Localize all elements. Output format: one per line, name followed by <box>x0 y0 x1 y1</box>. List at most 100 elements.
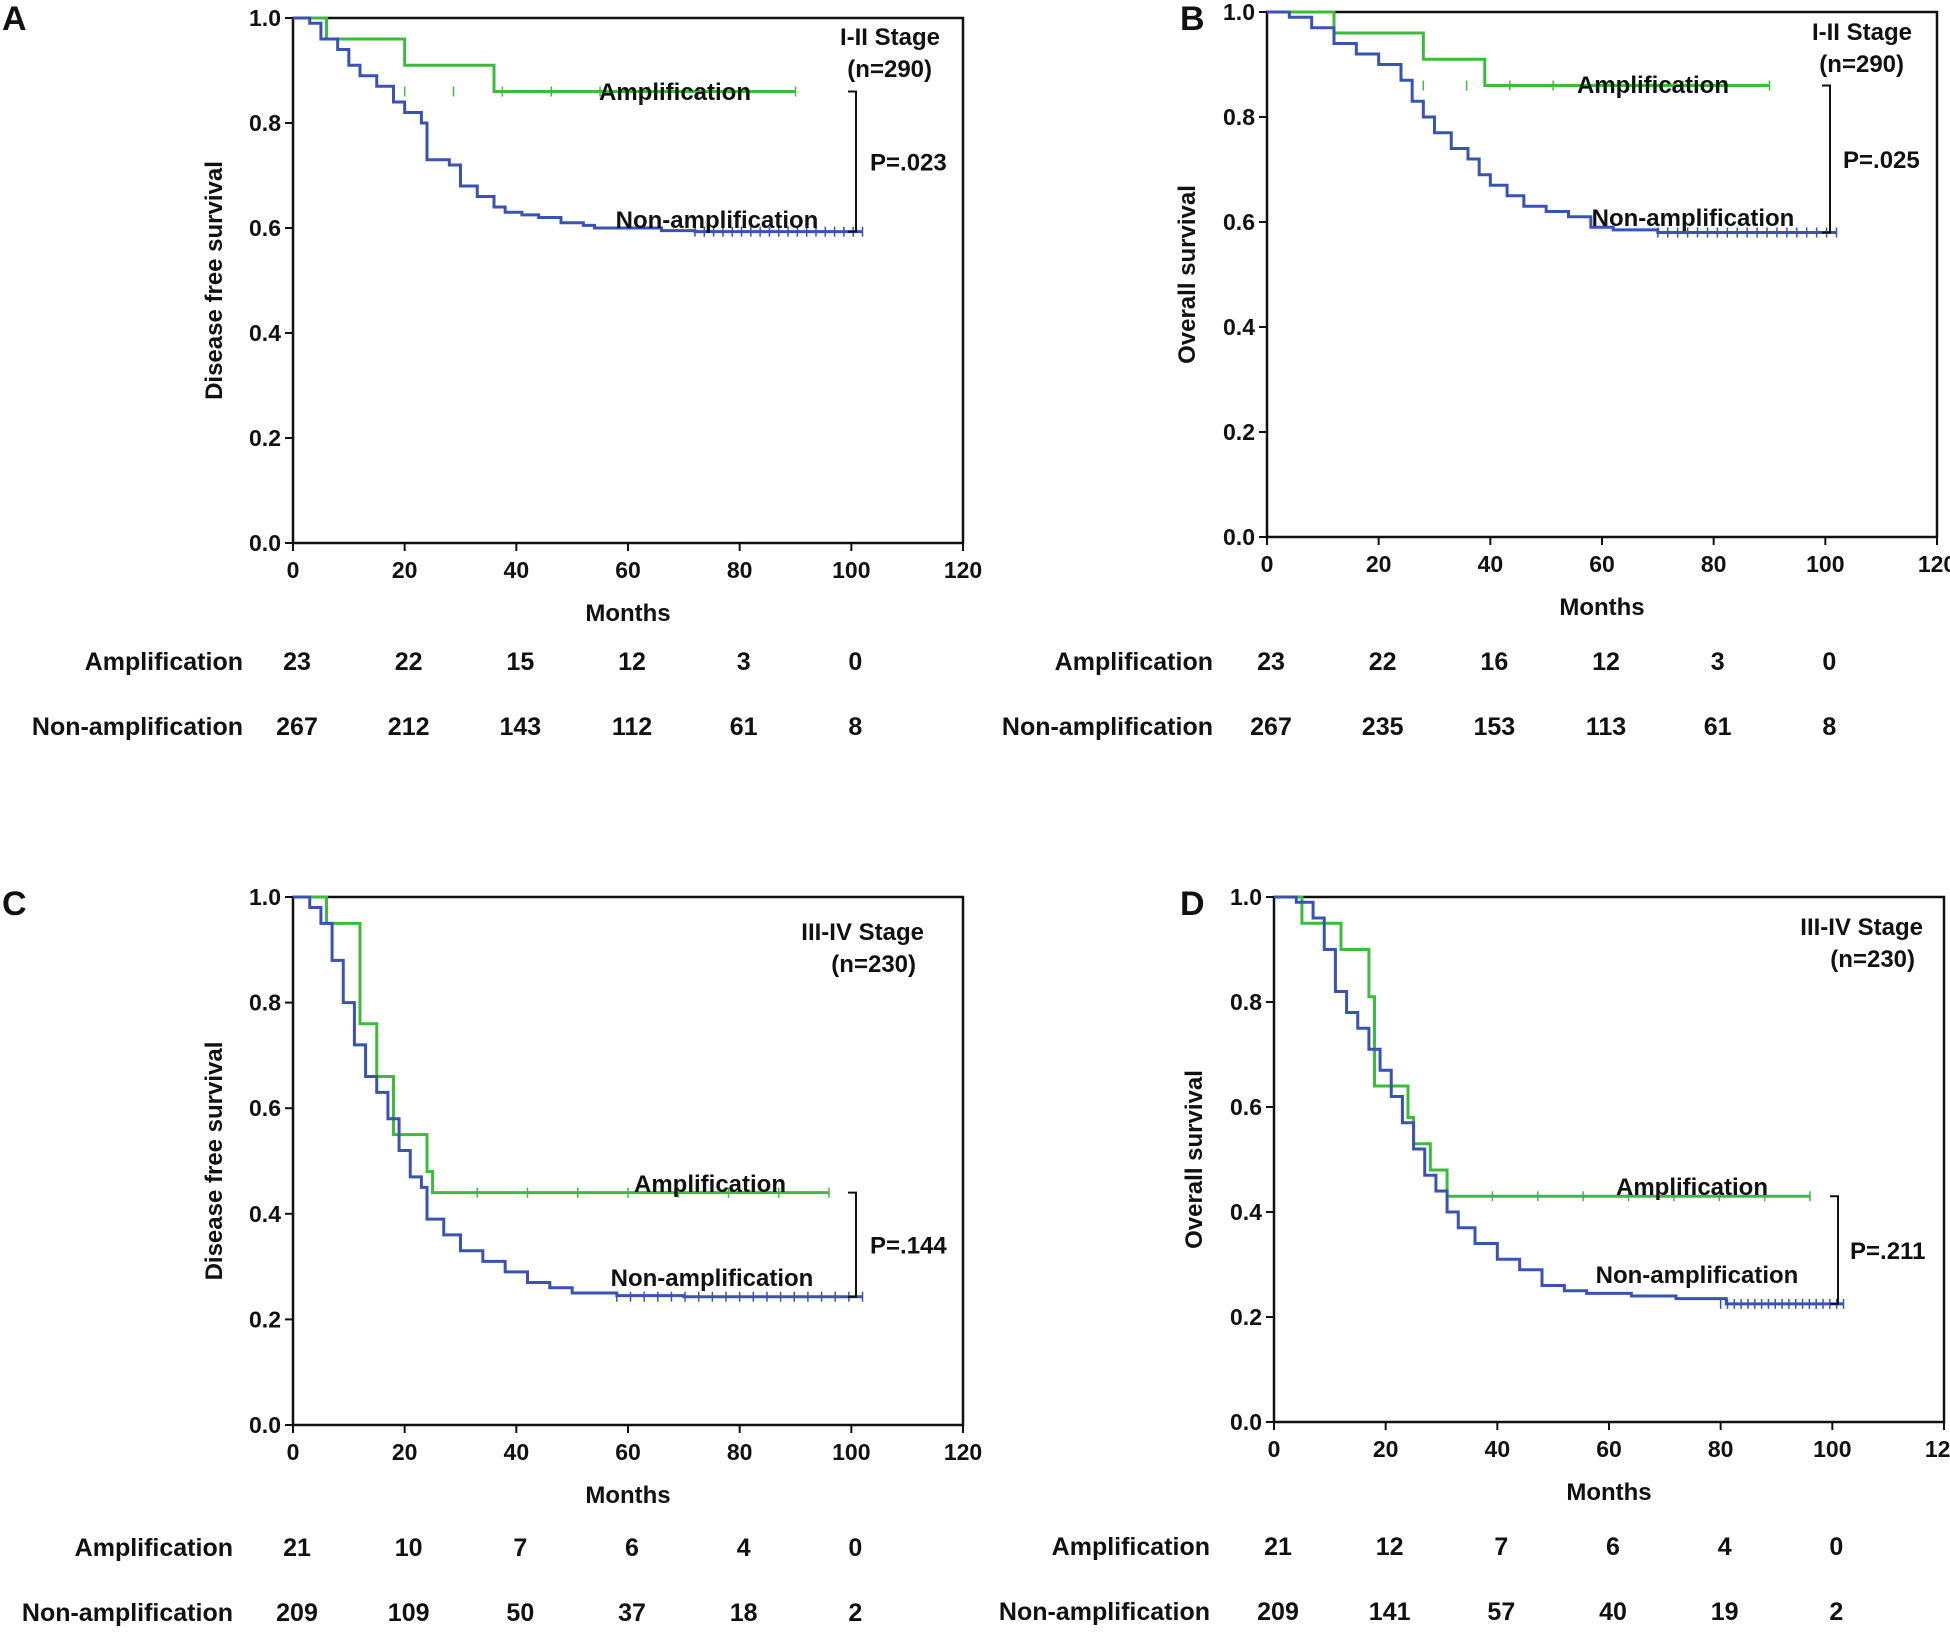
risk-count: 50 <box>506 1599 534 1627</box>
x-tick-label: 100 <box>832 557 870 583</box>
y-tick-label: 0.4 <box>1223 314 1255 340</box>
y-tick-label: 0.2 <box>1223 419 1255 445</box>
y-tick-label: 0.0 <box>1223 524 1255 550</box>
y-tick-label: 0.0 <box>249 530 281 556</box>
panel-letter: D <box>1180 885 1205 923</box>
risk-count: 0 <box>1829 1533 1843 1561</box>
stage-label: I-II Stage <box>1812 19 1912 46</box>
risk-count: 10 <box>395 1534 423 1562</box>
x-tick-label: 0 <box>1261 551 1274 577</box>
y-tick-label: 0.0 <box>1230 1409 1262 1435</box>
risk-count: 235 <box>1362 713 1404 741</box>
x-tick-label: 120 <box>944 557 982 583</box>
panel-a: A0.00.20.40.60.81.00 20 40 60 80 100 120Months… <box>2 0 982 741</box>
risk-row-label: Non-amplification <box>999 1598 1210 1626</box>
y-tick-label: 0.4 <box>1230 1199 1262 1225</box>
amplification-curve <box>1267 10 1770 87</box>
y-tick-label: 0.8 <box>1230 989 1262 1015</box>
non-amplification-curve <box>1274 895 1844 1306</box>
risk-count: 21 <box>1264 1533 1292 1561</box>
stage-label: I-II Stage <box>840 24 940 51</box>
risk-count: 7 <box>513 1534 527 1562</box>
amplification-curve-label: Amplification <box>1577 72 1729 99</box>
risk-count: 12 <box>1592 648 1620 676</box>
non-amplification-curve <box>1267 10 1837 234</box>
y-axis-title: Disease free survival <box>201 161 228 400</box>
risk-count: 8 <box>848 713 862 741</box>
x-tick-label: 80 <box>727 1439 753 1465</box>
p-value: P=.144 <box>870 1233 947 1260</box>
risk-row-label: Amplification <box>1055 648 1213 676</box>
risk-count: 141 <box>1369 1598 1411 1626</box>
n-label: (n=290) <box>847 56 932 83</box>
risk-row-label: Amplification <box>75 1534 233 1562</box>
p-value: P=.211 <box>1850 1238 1925 1265</box>
risk-count: 57 <box>1487 1598 1515 1626</box>
amplification-curve-label: Amplification <box>1616 1174 1768 1201</box>
x-tick-label: 0 <box>287 557 300 583</box>
risk-count: 112 <box>612 713 652 741</box>
panel-d: D0.00.20.40.60.81.0020406080100120Months… <box>999 884 1950 1626</box>
stage-label: III-IV Stage <box>801 919 924 946</box>
x-tick-label: 120 <box>1925 1436 1950 1462</box>
amplification-curve <box>293 16 796 93</box>
y-tick-label: 0.6 <box>249 1095 281 1121</box>
panel-b: B0.00.20.40.60.81.00 20 40 60 80 100 120Months… <box>1002 0 1950 741</box>
risk-count: 267 <box>276 713 318 741</box>
risk-count: 113 <box>1586 713 1626 741</box>
y-tick-label: 0.4 <box>249 320 281 346</box>
x-tick-label: 100 <box>1813 1436 1851 1462</box>
risk-count: 37 <box>618 1599 646 1627</box>
y-tick-label: 0.6 <box>1230 1094 1262 1120</box>
x-tick-label: 0 <box>287 1439 300 1465</box>
non-amplification-curve-label: Non-amplification <box>1592 205 1795 232</box>
x-tick-label: 120 <box>944 1439 982 1465</box>
p-value-bracket <box>848 90 857 233</box>
y-tick-label: 1.0 <box>1223 0 1255 25</box>
risk-count: 3 <box>1711 648 1725 676</box>
y-tick-label: 0.2 <box>249 1306 281 1332</box>
p-value-bracket <box>1822 84 1831 234</box>
risk-count: 19 <box>1711 1598 1739 1626</box>
non-amplification-curve <box>293 16 863 234</box>
p-value-bracket <box>1830 1195 1839 1305</box>
panel-c: C0.00.20.40.60.81.00 20 40 60 80 100 120Months… <box>2 884 982 1627</box>
y-tick-label: 0.0 <box>249 1412 281 1438</box>
x-axis-title: Months <box>585 600 670 627</box>
p-value: P=.025 <box>1843 147 1920 174</box>
x-tick-label: 100 <box>1806 551 1844 577</box>
y-tick-label: 1.0 <box>1230 884 1262 910</box>
risk-count: 12 <box>618 648 646 676</box>
x-tick-label: 60 <box>615 1439 641 1465</box>
risk-count: 267 <box>1250 713 1292 741</box>
risk-count: 3 <box>737 648 751 676</box>
risk-count: 23 <box>283 648 311 676</box>
risk-count: 40 <box>1599 1598 1627 1626</box>
x-tick-label: 60 <box>615 557 641 583</box>
y-tick-label: 0.2 <box>249 425 281 451</box>
y-tick-label: 0.6 <box>1223 209 1255 235</box>
panel-letter: A <box>2 0 27 38</box>
y-axis-title: Overall survival <box>1174 185 1201 364</box>
risk-count: 7 <box>1494 1533 1508 1561</box>
risk-row-label: Amplification <box>1052 1533 1210 1561</box>
amplification-curve-label: Amplification <box>599 79 751 106</box>
panel-letter: B <box>1180 0 1205 38</box>
risk-count: 22 <box>395 648 423 676</box>
p-value-bracket <box>848 1191 857 1298</box>
x-tick-label: 40 <box>504 1439 530 1465</box>
y-axis-title: Disease free survival <box>201 1042 228 1281</box>
risk-count: 209 <box>276 1599 318 1627</box>
risk-count: 153 <box>1473 713 1515 741</box>
risk-row-label: Non-amplification <box>22 1599 233 1627</box>
risk-count: 18 <box>730 1599 758 1627</box>
risk-count: 8 <box>1822 713 1836 741</box>
plot-frame <box>1272 895 1946 1424</box>
x-tick-label: 20 <box>392 1439 418 1465</box>
non-amplification-curve-label: Non-amplification <box>611 1265 814 1292</box>
x-tick-label: 40 <box>1478 551 1504 577</box>
risk-count: 2 <box>848 1599 862 1627</box>
n-label: (n=230) <box>1830 946 1915 973</box>
risk-count: 61 <box>1704 713 1732 741</box>
stage-label: III-IV Stage <box>1800 914 1923 941</box>
